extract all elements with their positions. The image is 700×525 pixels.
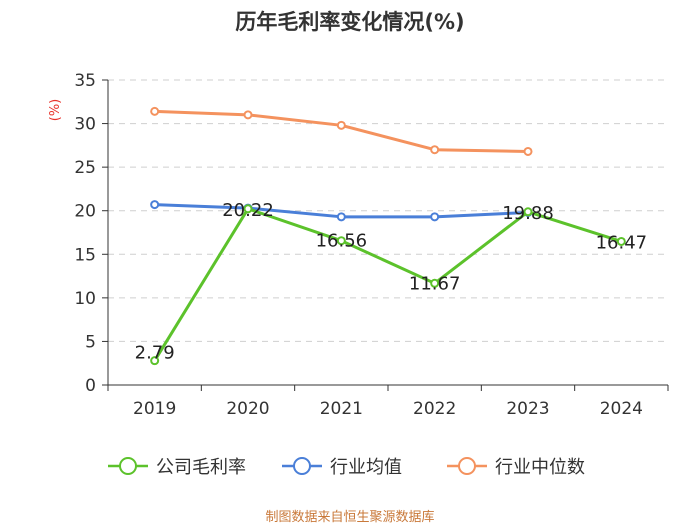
data-labels: 2.79 20.22 16.56 11.67 19.88 16.47 bbox=[135, 200, 647, 364]
data-point bbox=[430, 212, 440, 222]
data-label: 16.56 bbox=[316, 231, 368, 252]
x-tick-label: 2023 bbox=[506, 399, 549, 419]
y-tick-label: 10 bbox=[74, 289, 96, 309]
legend-item-1: 行业均值 bbox=[282, 457, 402, 478]
data-point bbox=[430, 278, 440, 288]
legend-label: 行业均值 bbox=[330, 457, 402, 478]
data-point bbox=[336, 120, 346, 130]
x-tick-label: 2024 bbox=[600, 399, 643, 419]
data-point bbox=[150, 200, 160, 210]
legend-swatch-marker bbox=[293, 457, 311, 475]
legend-item-2: 行业中位数 bbox=[447, 457, 585, 478]
x-tick-label: 2021 bbox=[320, 399, 363, 419]
data-point bbox=[336, 212, 346, 222]
data-point bbox=[150, 106, 160, 116]
legend-label: 公司毛利率 bbox=[156, 457, 246, 478]
y-axis-label: (%) bbox=[48, 99, 63, 122]
x-tick-label: 2022 bbox=[413, 399, 456, 419]
legend-label: 行业中位数 bbox=[495, 457, 585, 478]
data-label: 19.88 bbox=[502, 203, 554, 224]
source-note: 制图数据来自恒生聚源数据库 bbox=[265, 510, 435, 525]
y-tick-label: 20 bbox=[74, 202, 96, 222]
y-tick-label: 35 bbox=[74, 71, 96, 91]
data-point bbox=[243, 110, 253, 120]
data-point bbox=[616, 236, 626, 246]
legend-swatch-marker bbox=[458, 457, 476, 475]
axes: 0 5 10 15 20 25 30 35 2019 2020 2021 2022 2023 2024 bbox=[74, 71, 669, 419]
data-point bbox=[150, 356, 160, 366]
y-tick-label: 15 bbox=[74, 245, 96, 265]
x-tick-label: 2019 bbox=[133, 399, 176, 419]
y-tick-label: 5 bbox=[85, 332, 96, 352]
gridlines bbox=[108, 79, 668, 342]
legend-swatch-marker bbox=[119, 457, 137, 475]
data-point bbox=[430, 145, 440, 155]
legend-item-0: 公司毛利率 bbox=[108, 457, 246, 478]
data-point bbox=[523, 146, 533, 156]
y-tick-label: 0 bbox=[85, 376, 96, 396]
y-tick-label: 30 bbox=[74, 115, 96, 135]
legend: 公司毛利率 行业均值 行业中位数 bbox=[108, 457, 585, 478]
data-label: 2.79 bbox=[135, 343, 175, 364]
series-line bbox=[154, 109, 529, 153]
series-line bbox=[153, 207, 622, 362]
data-label: 11.67 bbox=[409, 273, 461, 294]
data-point bbox=[336, 236, 346, 246]
data-point bbox=[243, 204, 253, 214]
chart-title: 历年毛利率变化情况(%) bbox=[235, 10, 465, 34]
series-2 bbox=[150, 106, 533, 156]
data-point bbox=[523, 207, 533, 217]
x-tick-label: 2020 bbox=[226, 399, 269, 419]
series-layer bbox=[150, 106, 626, 366]
data-label: 16.47 bbox=[596, 232, 648, 253]
data-label: 20.22 bbox=[222, 200, 274, 221]
series-0 bbox=[150, 204, 626, 366]
y-tick-label: 25 bbox=[74, 158, 96, 178]
